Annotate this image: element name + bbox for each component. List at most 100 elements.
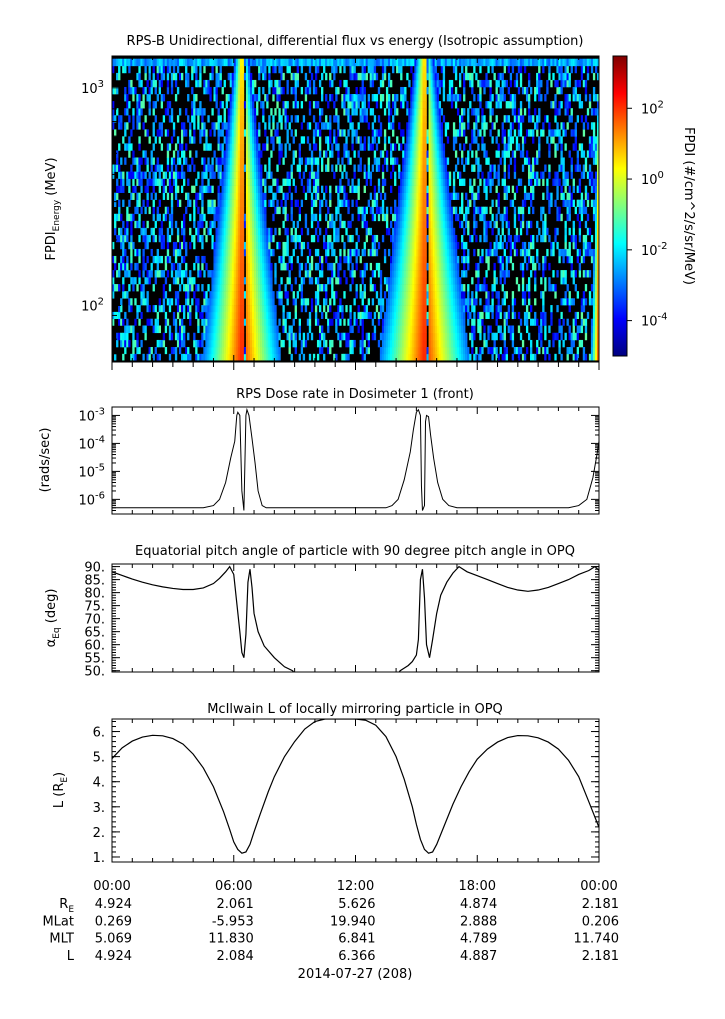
flux-cell [254, 291, 257, 299]
flux-cell [225, 185, 228, 193]
flux-cell [408, 248, 411, 257]
flux-cell [469, 143, 472, 151]
flux-cell [207, 270, 210, 278]
flux-cell [225, 248, 228, 257]
flux-cell [418, 339, 421, 348]
flux-cell [402, 206, 405, 215]
flux-cell [252, 185, 255, 193]
flux-cell [367, 101, 371, 109]
flux-cell [532, 157, 535, 165]
flux-cell [375, 206, 379, 215]
flux-cell [519, 332, 523, 341]
flux-cell [414, 255, 417, 264]
flux-cell [286, 311, 289, 319]
flux-cell [371, 122, 375, 130]
flux-cell [544, 164, 547, 172]
flux-cell [217, 220, 220, 229]
flux-cell [501, 298, 504, 306]
flux-cell [477, 284, 480, 292]
flux-cell [428, 136, 431, 144]
flux-cell [418, 248, 421, 257]
flux-cell [213, 298, 216, 306]
flux-cell [195, 347, 198, 355]
flux-cell [377, 178, 381, 186]
flux-cell [416, 339, 419, 348]
flux-cell [530, 129, 533, 137]
flux-cell [442, 298, 446, 306]
flux-cell [396, 255, 399, 264]
flux-cell [392, 318, 395, 326]
flux-cell [337, 234, 340, 243]
flux-cell [467, 115, 470, 123]
flux-cell [564, 185, 567, 193]
flux-cell [536, 339, 539, 348]
flux-cell [412, 108, 415, 116]
flux-cell [542, 318, 545, 326]
flux-cell [385, 220, 389, 229]
flux-cell [327, 241, 330, 250]
flux-cell [223, 157, 226, 165]
flux-cell [420, 213, 423, 222]
flux-cell [168, 305, 172, 313]
flux-cell [463, 339, 466, 348]
flux-cell [264, 332, 267, 341]
flux-cell [365, 305, 368, 313]
flux-cell [416, 298, 419, 306]
flux-cell [217, 199, 220, 208]
flux-cell [438, 311, 442, 319]
flux-cell [249, 129, 253, 137]
flux-cell [578, 143, 582, 151]
flux-cell [542, 192, 545, 200]
flux-cell [355, 199, 358, 208]
flux-cell [302, 185, 306, 193]
flux-cell [406, 318, 409, 326]
flux-cell [596, 150, 599, 158]
flux-cell [239, 136, 243, 144]
flux-cell [406, 277, 409, 285]
flux-cell [146, 291, 149, 299]
flux-cell [424, 185, 427, 193]
flux-cell [440, 108, 444, 116]
flux-cell [247, 325, 251, 334]
flux-cell [252, 171, 255, 179]
flux-cell [465, 213, 468, 222]
flux-cell [387, 115, 391, 123]
flux-cell [444, 220, 448, 229]
flux-cell [276, 129, 279, 137]
flux-cell [408, 178, 411, 186]
flux-cell [359, 157, 362, 165]
flux-cell [416, 129, 419, 137]
flux-cell [485, 248, 488, 257]
flux-cell [329, 220, 332, 229]
flux-cell [225, 199, 228, 208]
flux-cell [527, 284, 531, 292]
flux-cell [237, 347, 241, 355]
flux-cell [262, 178, 265, 186]
flux-cell [231, 136, 235, 144]
flux-cell [424, 213, 427, 222]
flux-cell [513, 115, 517, 123]
flux-cell [264, 339, 267, 348]
flux-cell [438, 150, 442, 158]
flux-cell [235, 206, 239, 215]
flux-cell [414, 318, 417, 326]
flux-cell [120, 298, 123, 306]
flux-cell [402, 291, 405, 299]
flux-cell [241, 305, 245, 313]
flux-cell [412, 248, 415, 257]
flux-cell [128, 178, 131, 186]
flux-cell [365, 206, 368, 215]
flux-cell [438, 101, 442, 109]
flux-cell [454, 332, 458, 341]
flux-cell [122, 262, 125, 271]
flux-cell [180, 143, 184, 151]
flux-cell [270, 150, 273, 158]
flux-cell [450, 241, 454, 250]
flux-cell [414, 220, 417, 229]
flux-cell [444, 199, 448, 208]
flux-cell [432, 347, 435, 355]
flux-cell [467, 353, 470, 361]
flux-cell [481, 248, 484, 257]
flux-cell [229, 270, 233, 278]
flux-cell [120, 115, 123, 123]
